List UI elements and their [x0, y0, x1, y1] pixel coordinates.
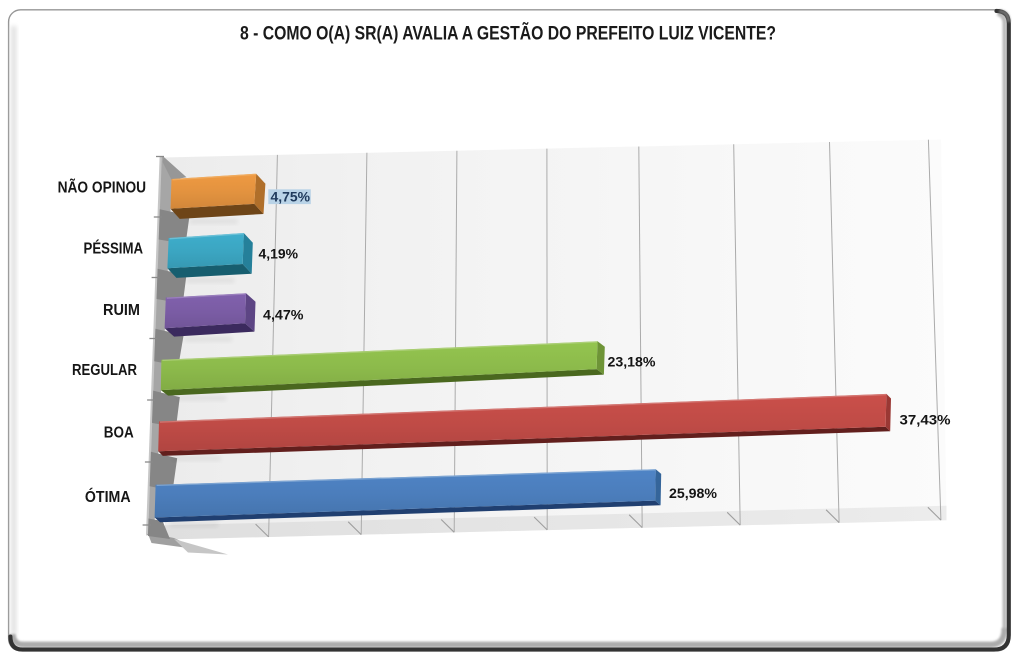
svg-text:NÃO OPINOU: NÃO OPINOU — [58, 177, 147, 197]
svg-text:RUIM: RUIM — [103, 302, 140, 319]
svg-text:REGULAR: REGULAR — [72, 362, 137, 379]
svg-text:BOA: BOA — [104, 425, 134, 442]
svg-text:8 - COMO O(A) SR(A) AVALIA A G: 8 - COMO O(A) SR(A) AVALIA A GESTÃO DO P… — [240, 22, 776, 45]
svg-text:25,98%: 25,98% — [669, 486, 717, 502]
svg-text:37,43%: 37,43% — [900, 413, 951, 429]
svg-text:4,19%: 4,19% — [259, 246, 299, 262]
svg-text:23,18%: 23,18% — [608, 355, 656, 371]
svg-text:PÉSSIMA: PÉSSIMA — [84, 239, 144, 258]
svg-text:4,75%: 4,75% — [271, 190, 311, 206]
svg-text:ÓTIMA: ÓTIMA — [85, 487, 131, 506]
svg-text:4,47%: 4,47% — [263, 308, 304, 324]
